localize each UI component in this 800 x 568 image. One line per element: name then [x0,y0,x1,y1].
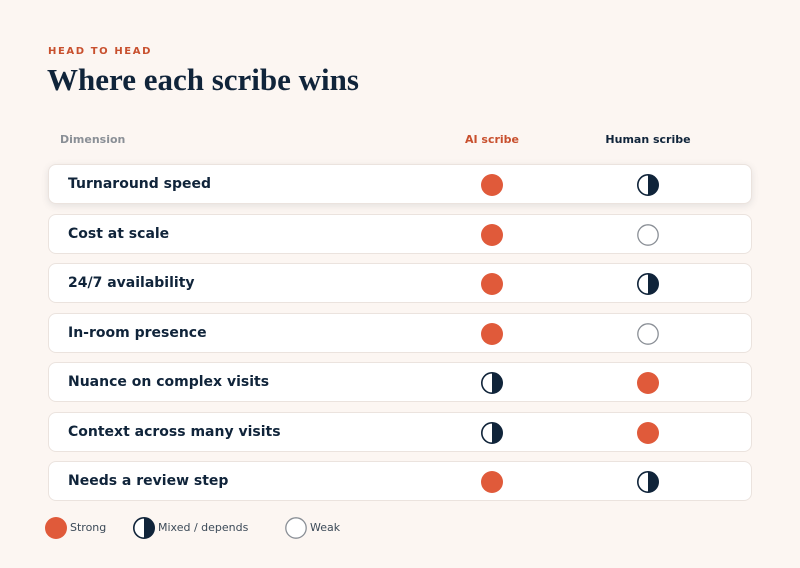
legend-label: Mixed / depends [158,521,249,534]
strong-dot [481,323,503,345]
row-label: 24/7 availability [68,275,195,291]
rating-icon [481,471,503,493]
weak-dot [285,517,307,539]
row-label: Context across many visits [68,424,281,440]
rating-icon [481,224,503,246]
column-header: Human scribe [605,133,691,146]
strong-dot [481,224,503,246]
legend-label: Strong [70,521,107,534]
rating-icon [481,323,503,345]
rating-icon [637,323,659,345]
strong-dot [637,372,659,394]
weak-dot [637,224,659,246]
mixed-half [648,471,659,493]
legend-label: Weak [310,521,341,534]
rating-icon [285,517,307,539]
rating-icon [637,471,659,493]
mixed-half [492,372,503,394]
mixed-half [648,273,659,295]
row-label: Cost at scale [68,226,170,242]
row-label: In-room presence [68,325,207,341]
rating-icon [637,422,659,444]
strong-dot [481,174,503,196]
mixed-half [144,517,155,539]
column-header: Dimension [60,133,126,146]
table-row: 24/7 availability [48,263,752,303]
strong-dot [45,517,67,539]
rating-icon [637,372,659,394]
table-row: In-room presence [48,313,752,353]
table-row: Turnaround speed [48,164,752,204]
row-label: Nuance on complex visits [68,374,270,390]
table-row: Needs a review step [48,461,752,501]
strong-dot [481,273,503,295]
row-label: Needs a review step [68,473,229,489]
rating-icon [481,422,503,444]
column-header: AI scribe [464,133,520,146]
strong-dot [481,471,503,493]
rating-icon [45,517,67,539]
rating-icon [481,372,503,394]
table-row: Nuance on complex visits [48,362,752,402]
mixed-half [492,422,503,444]
weak-dot [637,323,659,345]
row-label: Turnaround speed [68,176,212,192]
rating-icon [481,273,503,295]
strong-dot [637,422,659,444]
rating-icon [637,174,659,196]
rating-icon [637,273,659,295]
rating-icon [637,224,659,246]
eyebrow: HEAD TO HEAD [48,46,152,57]
rating-icon [133,517,155,539]
table-row: Cost at scale [48,214,752,254]
rating-icon [481,174,503,196]
title: Where each scribe wins [47,62,359,97]
table-row: Context across many visits [48,412,752,452]
mixed-half [648,174,659,196]
